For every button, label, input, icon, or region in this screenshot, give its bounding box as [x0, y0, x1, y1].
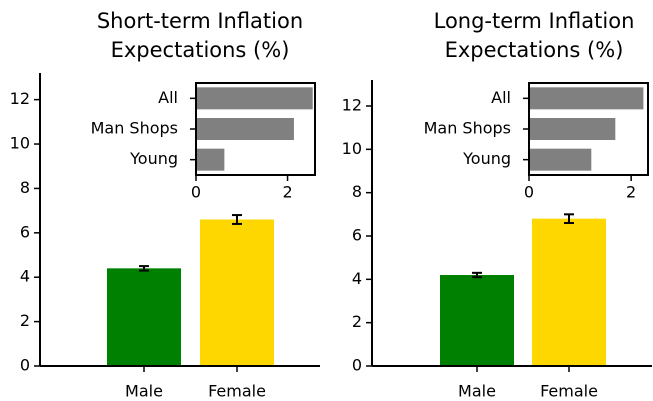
inset-x-tick-label: 2	[282, 183, 292, 202]
y-tick-label: 8	[20, 178, 30, 197]
y-tick-label: 10	[342, 139, 362, 158]
inset-bar	[196, 87, 313, 110]
bar	[532, 218, 606, 366]
y-tick-label: 12	[10, 89, 30, 108]
inset-frame	[528, 82, 649, 176]
inset-frame	[195, 82, 316, 176]
inset-x-tick-label: 0	[191, 183, 201, 202]
inset-x-tick-label: 0	[524, 183, 534, 202]
bar	[107, 268, 181, 366]
x-tick-label: Male	[125, 382, 163, 401]
y-tick-label: 6	[352, 226, 362, 245]
inset-y-tick-label: Young	[129, 149, 178, 168]
bar	[200, 219, 274, 366]
inset-bar	[196, 148, 225, 171]
inset-bar	[529, 118, 616, 140]
y-tick-label: 8	[352, 182, 362, 201]
y-tick-label: 4	[20, 267, 30, 286]
y-tick-label: 2	[352, 312, 362, 331]
inset-y-tick-label: All	[158, 88, 178, 107]
chart-title: Expectations (%)	[111, 38, 290, 62]
y-tick-label: 2	[20, 311, 30, 330]
y-tick-label: 12	[342, 96, 362, 115]
inset-y-tick-label: Young	[462, 149, 511, 168]
inset-bar	[529, 87, 644, 110]
y-tick-label: 0	[352, 356, 362, 375]
inset-x-tick-label: 2	[626, 183, 636, 202]
inset-y-tick-label: Man Shops	[424, 119, 511, 138]
x-tick-label: Female	[208, 382, 266, 401]
chart-title: Short-term Inflation	[97, 9, 303, 33]
x-tick-label: Female	[540, 382, 598, 401]
inset-y-tick-label: Man Shops	[91, 119, 178, 138]
y-tick-label: 6	[20, 222, 30, 241]
inset-bar	[529, 148, 592, 171]
inset-y-tick-label: All	[491, 88, 511, 107]
y-tick-label: 10	[10, 134, 30, 153]
bar	[440, 275, 514, 366]
inset-bar	[196, 118, 294, 140]
chart-title: Expectations (%)	[445, 38, 624, 62]
y-tick-label: 0	[20, 356, 30, 375]
y-tick-label: 4	[352, 269, 362, 288]
chart-title: Long-term Inflation	[434, 9, 635, 33]
x-tick-label: Male	[458, 382, 496, 401]
